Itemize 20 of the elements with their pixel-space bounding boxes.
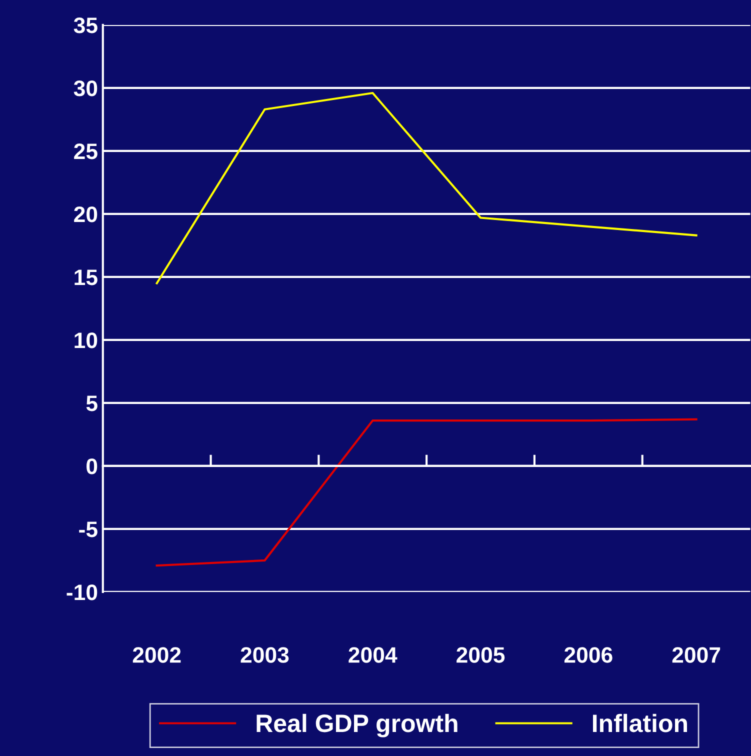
y-tick-label: 25 [74,143,98,160]
y-tick-label: 30 [74,80,98,96]
y-tick-label: -5 [79,522,98,538]
legend-label: Real GDP growth [256,714,458,738]
y-tick-label: 20 [74,206,98,222]
legend-label: Inflation [593,714,687,732]
y-tick-label: 35 [74,17,98,34]
y-tick-label: 15 [74,270,98,286]
y-tick-label: 0 [86,458,98,474]
x-tick-label: 2004 [348,647,398,663]
y-tick-label: 10 [74,332,98,348]
y-tick-label: -10 [66,584,98,600]
y-tick-label: 5 [86,396,98,412]
x-tick-label: 2002 [132,647,181,663]
x-tick-label: 2007 [672,647,720,663]
line-series [156,92,698,284]
x-tick-label: 2005 [456,647,505,663]
line-series [156,418,698,567]
x-tick-label: 2006 [564,647,612,663]
x-tick-label: 2003 [240,647,289,663]
